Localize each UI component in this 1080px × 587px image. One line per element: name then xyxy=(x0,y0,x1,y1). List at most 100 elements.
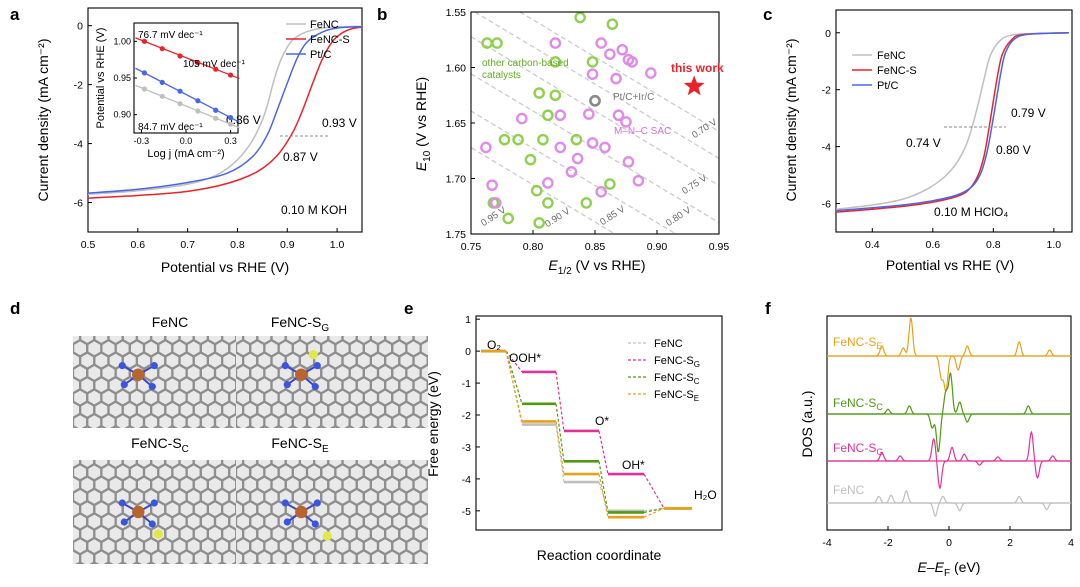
structure-hexagon xyxy=(449,340,463,356)
structure-hexagon xyxy=(73,466,75,478)
structure-hexagon xyxy=(73,439,87,455)
structure-hexagon xyxy=(343,575,357,587)
panel-b-point-carbon xyxy=(580,197,593,209)
panel-f-xtick-label: -2 xyxy=(883,537,892,549)
sulfur-atom xyxy=(308,350,318,360)
panel-b-point-ptc xyxy=(589,94,601,107)
structure-hexagon xyxy=(406,440,420,456)
structure-hexagon xyxy=(286,575,300,587)
structure-hexagon xyxy=(222,316,236,332)
panel-b-overpotential-line xyxy=(471,110,678,234)
panel-e-ytick-label: -4 xyxy=(462,474,471,486)
inset-ytick-label: 1.00 xyxy=(113,36,131,46)
panel-b-other-label-line1: other carbon-based xyxy=(482,58,569,69)
panel-a-xlabel: Potential vs RHE (V) xyxy=(161,259,289,275)
nitrogen-atom xyxy=(311,383,319,391)
panel-label-c: c xyxy=(763,5,772,24)
structure-hexagon xyxy=(130,316,144,332)
structure-hexagon xyxy=(146,561,156,564)
structure-hexagon xyxy=(280,561,291,564)
structure-hexagon xyxy=(101,316,115,332)
nitrogen-atom xyxy=(281,362,289,370)
structure-hexagon xyxy=(442,476,456,492)
panel-a-xtick-label: 0.5 xyxy=(81,239,96,251)
structure-hexagon xyxy=(209,424,221,428)
panel-b-ytick-label: 1.65 xyxy=(446,118,467,130)
structure-hexagon xyxy=(215,426,229,442)
structure-hexagon xyxy=(385,575,399,587)
panel-f-dos-fencsc xyxy=(827,371,1071,453)
panel-b-overpotential-line xyxy=(471,73,719,224)
structure-lattice xyxy=(236,440,463,587)
panel-e-connector xyxy=(505,350,523,373)
panel-b-overpotential-label: 0.75 V xyxy=(680,172,710,197)
panel-b-point-carbon xyxy=(549,89,562,102)
structure-hexagon xyxy=(87,440,101,456)
structure-hexagon xyxy=(259,424,270,428)
structure-hexagon xyxy=(52,526,66,542)
structure-hexagon xyxy=(201,316,215,332)
panel-b-chart: 0.70 V0.75 V0.80 V0.85 V0.90 V0.95 V 0.7… xyxy=(413,7,730,277)
panel-b-point-sac xyxy=(595,186,608,198)
panel-e-connector xyxy=(598,473,609,518)
panel-c-chart: 0.4 0.6 0.8 1.0 0 -2 -4 -6 0.79 V 0.74 V 0.80 V… xyxy=(783,9,1073,273)
panel-b-xtick-label: 0.85 xyxy=(585,241,606,253)
structure-hexagon xyxy=(117,561,128,564)
panel-b-xtick-label: 0.80 xyxy=(523,241,544,253)
inset-point xyxy=(141,70,147,76)
structure-hexagon xyxy=(87,439,101,455)
structure-hexagon xyxy=(435,316,449,332)
structure-hexagon xyxy=(350,439,364,455)
panel-b-xtick-label: 0.95 xyxy=(709,241,730,253)
structure-label-fencs-g: FeNC-SG xyxy=(271,314,330,334)
structure-hexagon xyxy=(442,402,456,418)
sulfur-atom xyxy=(322,531,332,541)
panel-b-ytick-label: 1.75 xyxy=(446,229,467,241)
structure-hexagon xyxy=(66,575,80,587)
structure-hexagon xyxy=(435,340,449,356)
structure-hexagon xyxy=(272,575,286,587)
panel-c-xlabel: Potential vs RHE (V) xyxy=(886,257,1014,273)
panel-b-ytick-label: 1.60 xyxy=(446,63,467,75)
legend-label-ptc: Pt/C xyxy=(877,80,898,92)
panel-b-overpotential-label: 0.90 V xyxy=(543,205,573,230)
panel-b-point-sac xyxy=(554,109,567,122)
structure-hexagon xyxy=(52,476,66,492)
structure-hexagon xyxy=(116,316,130,332)
panel-b-this-work-label: this work xyxy=(671,61,724,75)
structure-hexagon xyxy=(73,416,75,428)
step-label-h2o: H₂O xyxy=(694,488,717,502)
nitrogen-atom xyxy=(283,518,291,526)
structure-hexagon xyxy=(73,316,87,332)
structure-hexagon xyxy=(250,440,264,456)
structure-hexagon xyxy=(238,561,248,564)
structure-hexagon xyxy=(435,489,449,505)
structure-hexagon xyxy=(435,538,449,554)
structure-hexagon xyxy=(257,575,271,587)
structure-hexagon xyxy=(449,489,463,505)
structure-hexagon xyxy=(238,424,249,428)
structure-hexagon xyxy=(392,439,406,455)
structure-hexagon xyxy=(236,316,250,332)
structure-hexagon xyxy=(80,575,94,587)
structure-hexagon xyxy=(364,439,378,455)
panel-f-ylabel: DOS (a.u.) xyxy=(799,391,815,458)
panel-e-connector xyxy=(505,351,523,422)
structure-fencs-g xyxy=(215,316,463,455)
inset-point xyxy=(195,60,201,66)
structure-hexagon xyxy=(94,575,108,587)
structure-hexagon xyxy=(426,355,428,367)
panel-label-d: d xyxy=(10,299,20,318)
inset-point xyxy=(159,46,165,52)
inset-point xyxy=(195,98,201,104)
panel-c-ytick-label: -2 xyxy=(822,85,831,97)
panel-b-ylabel: E10 (V vs RHE) xyxy=(413,77,433,171)
structure-hexagon xyxy=(372,424,384,428)
structure-hexagon xyxy=(201,439,215,455)
structure-hexagon xyxy=(229,439,243,455)
panel-b-overpotential-line xyxy=(471,146,617,234)
panel-a-annot-fencs: 0.93 V xyxy=(322,116,357,130)
panel-f-xtick-label: 4 xyxy=(1068,537,1074,549)
structure-hexagon xyxy=(52,575,66,587)
structure-hexagon xyxy=(81,424,93,428)
